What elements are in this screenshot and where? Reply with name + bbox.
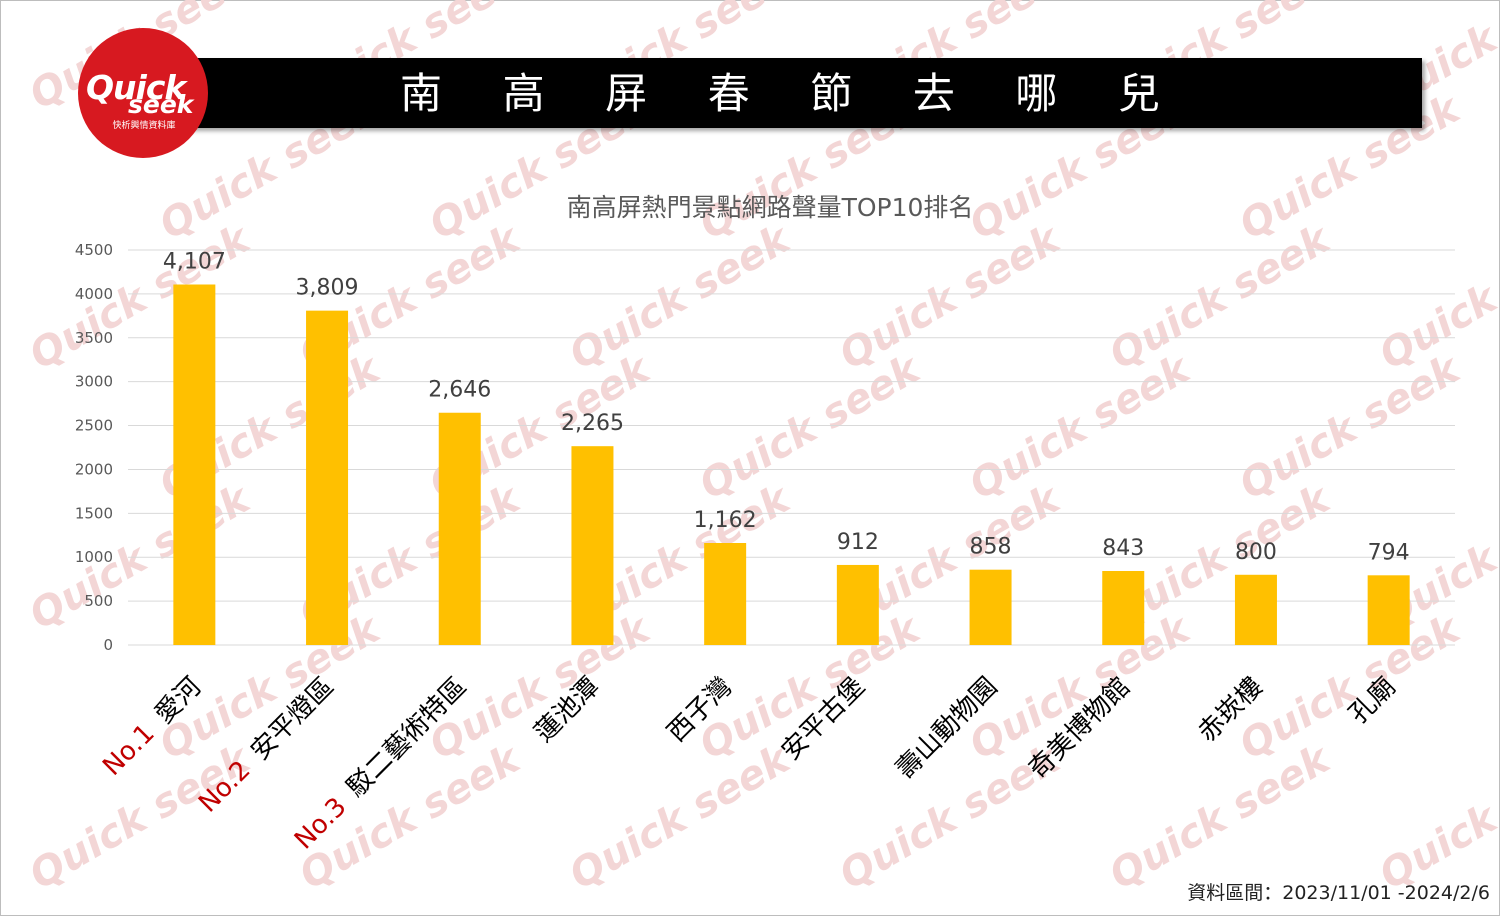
title-char: 兒: [1117, 69, 1160, 118]
bar: [1367, 575, 1410, 645]
bar: [1234, 574, 1277, 645]
title-banner: [170, 58, 1422, 128]
source-date-range: 資料區間：2023/11/01 -2024/2/6: [1187, 882, 1490, 904]
bar: [969, 569, 1012, 645]
y-tick-label: 2500: [75, 417, 113, 435]
data-label: 912: [837, 530, 879, 555]
bar: [571, 446, 614, 645]
title-char: 南: [400, 69, 443, 118]
page-title: 南高屏春節去哪兒: [400, 62, 1160, 126]
title-char: 去: [912, 69, 955, 118]
title-char: 節: [810, 69, 853, 118]
quickseek-logo: Quick seek 快析輿情資料庫: [78, 28, 208, 158]
category-label: 安平古堡: [776, 672, 871, 767]
logo-quick-text: Quick: [86, 68, 186, 107]
bar: [836, 564, 879, 645]
category-label: 蓮池潭: [529, 672, 605, 748]
data-label: 800: [1235, 540, 1277, 565]
rank-label: No.3: [289, 792, 352, 855]
y-tick-label: 1500: [75, 504, 113, 522]
title-char: 屏: [605, 69, 648, 118]
category-label: 駁二藝術特區: [341, 672, 473, 804]
data-label: 794: [1368, 540, 1410, 565]
y-tick-label: 1000: [75, 548, 113, 566]
y-tick-label: 0: [103, 636, 113, 654]
y-tick-label: 4500: [75, 241, 113, 259]
data-label: 2,265: [561, 411, 624, 436]
logo-seek-text: seek: [128, 90, 194, 119]
category-label: 愛河: [149, 672, 207, 730]
y-tick-label: 2000: [75, 460, 113, 478]
category-label: 奇美博物館: [1023, 672, 1136, 785]
chart-title: 南高屏熱門景點網路聲量TOP10排名: [566, 193, 974, 222]
rank-label: No.1: [97, 718, 160, 781]
y-tick-label: 3000: [75, 373, 113, 391]
bar: [306, 310, 349, 645]
data-label: 2,646: [428, 378, 491, 403]
title-char: 哪: [1015, 69, 1058, 118]
category-label: 赤崁樓: [1193, 672, 1269, 748]
category-label: 安平燈區: [245, 672, 340, 767]
title-char: 春: [707, 69, 750, 118]
logo-subtitle: 快析輿情資料庫: [112, 121, 176, 131]
y-tick-label: 3500: [75, 329, 113, 347]
data-label: 1,162: [694, 508, 757, 533]
bar: [173, 284, 216, 645]
bar: [438, 412, 481, 645]
bar: [704, 543, 747, 645]
data-label: 858: [970, 535, 1012, 560]
bar: [1102, 571, 1145, 645]
title-char: 高: [502, 69, 545, 118]
category-label: 西子灣: [662, 672, 738, 748]
data-label: 4,107: [163, 249, 226, 274]
category-label: 孔廟: [1344, 672, 1402, 730]
data-label: 843: [1102, 536, 1144, 561]
y-tick-label: 500: [84, 592, 113, 610]
rank-label: No.2: [193, 755, 256, 818]
data-label: 3,809: [296, 276, 359, 301]
category-label: 壽山動物園: [890, 672, 1003, 785]
y-tick-label: 4000: [75, 285, 113, 303]
